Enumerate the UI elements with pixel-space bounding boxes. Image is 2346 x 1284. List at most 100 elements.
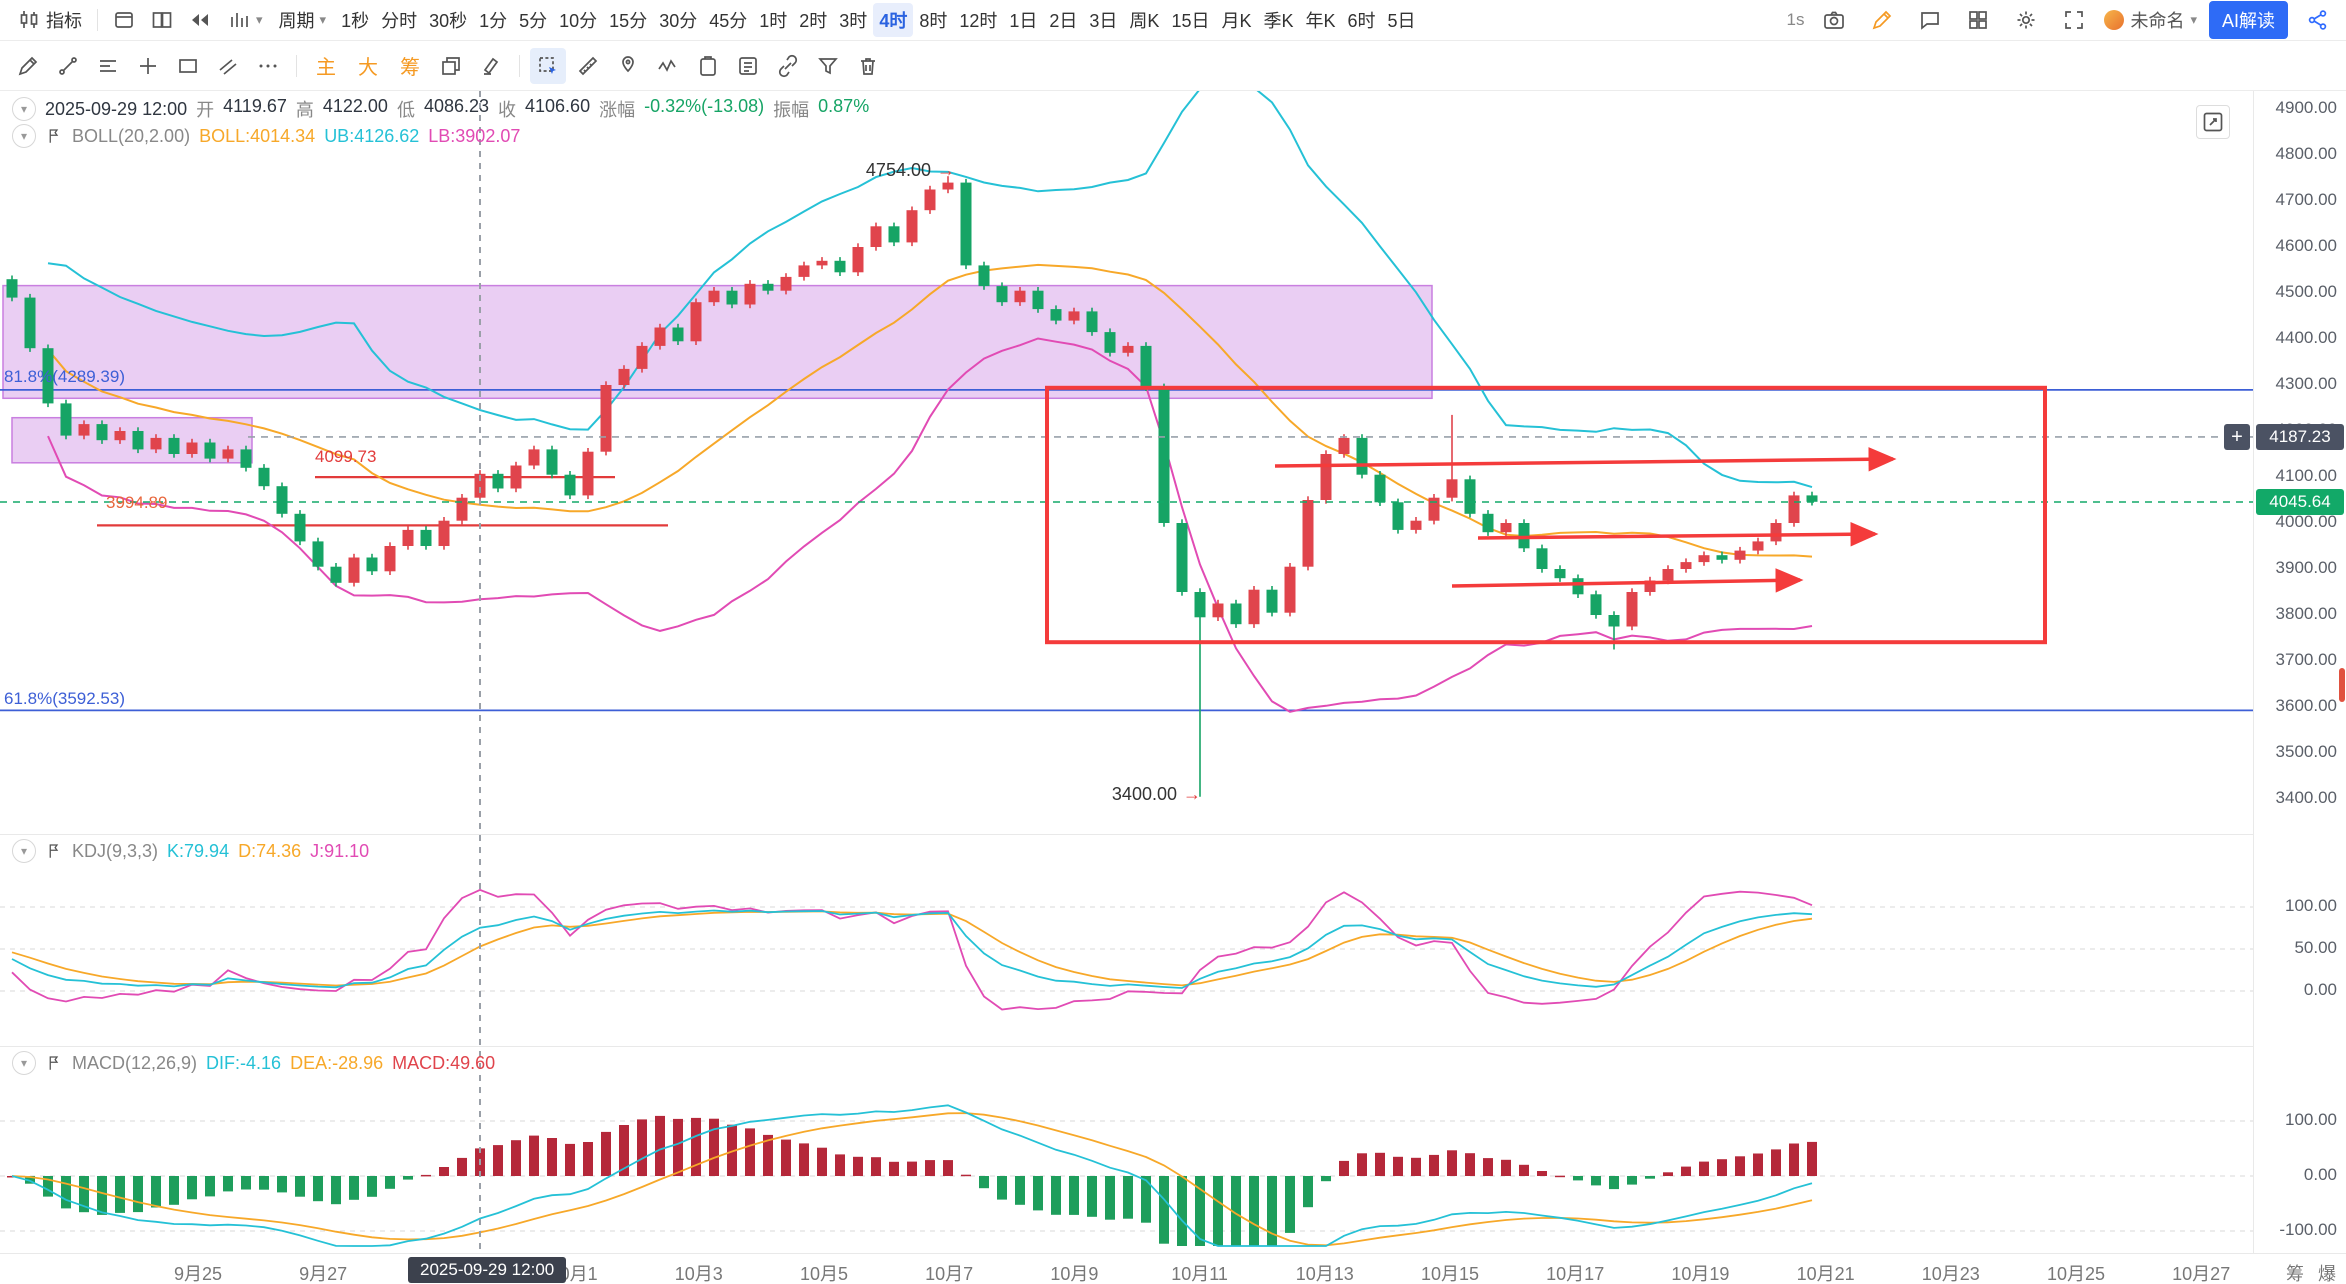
collapse-icon[interactable]: ▾ (12, 97, 36, 121)
timeframe-年K[interactable]: 年K (1300, 3, 1342, 37)
channel-tool[interactable] (210, 48, 246, 84)
add-alert-button[interactable]: + (2224, 424, 2250, 450)
rectangle-tool[interactable] (170, 48, 206, 84)
layout-multi-button[interactable] (144, 2, 180, 38)
collapse-icon[interactable]: ▾ (12, 124, 36, 148)
trash-icon (856, 54, 880, 78)
chip-toggle[interactable]: 筹 (2286, 1264, 2304, 1284)
time-axis[interactable]: 9月25 9月27 10月1 10月3 10月5 10月7 10月9 10月11 10月13 10… (0, 1253, 2346, 1284)
timeframe-1分[interactable]: 1分 (473, 3, 513, 37)
trendline-tool[interactable] (50, 48, 86, 84)
timeframe-30分[interactable]: 30分 (653, 3, 703, 37)
timeframe-周K[interactable]: 周K (1123, 3, 1165, 37)
select-box-icon (536, 54, 560, 78)
chip-distribution-toggle[interactable]: 筹 (391, 49, 429, 82)
timeframe-1秒[interactable]: 1秒 (335, 3, 375, 37)
share-button[interactable] (2300, 2, 2336, 38)
bottom-price-annotation[interactable]: 3400.00 → (1111, 784, 1201, 804)
cross-icon (136, 54, 160, 78)
more-tools-button[interactable] (250, 48, 286, 84)
timeframe-2日[interactable]: 2日 (1043, 3, 1083, 37)
horizontal-line-tool[interactable] (90, 48, 126, 84)
burst-toggle[interactable]: 爆 (2318, 1264, 2336, 1284)
timeframe-8时[interactable]: 8时 (913, 3, 953, 37)
settings-button[interactable] (2008, 2, 2044, 38)
timeframe-1日[interactable]: 1日 (1003, 3, 1043, 37)
grid-layout-button[interactable] (1960, 2, 1996, 38)
macd-name: MACD(12,26,9) (72, 1052, 198, 1073)
scrollbar-thumb[interactable] (2339, 668, 2345, 702)
overlay-compare-tool[interactable] (433, 48, 469, 84)
timeframe-1时[interactable]: 1时 (753, 3, 793, 37)
latency-label[interactable]: 1s (1786, 10, 1805, 29)
fib-618-label[interactable]: 61.8%(3592.53) (4, 689, 125, 708)
trendline-price-label-2[interactable]: 3994.89 (106, 493, 168, 512)
kdj-panel-svg[interactable] (0, 834, 2253, 1046)
macd-panel-svg[interactable] (0, 1046, 2253, 1253)
peak-price-annotation[interactable]: 4754.00 → (865, 160, 955, 180)
timeframe-季K[interactable]: 季K (1257, 3, 1299, 37)
divider (97, 9, 98, 31)
cross-line-tool[interactable] (130, 48, 166, 84)
time-axis-label: 9月25 (173, 1264, 223, 1284)
chart-area[interactable]: ▾ 2025-09-29 12:00 开 4119.67 高 4122.00 低 4086… (0, 91, 2346, 1253)
pin-tool[interactable] (610, 48, 646, 84)
timeframe-15日[interactable]: 15日 (1165, 3, 1215, 37)
chart-type-dropdown[interactable]: ▾ (220, 5, 270, 35)
main-chart-toggle[interactable]: 主 (307, 49, 345, 82)
highlighter-tool[interactable] (473, 48, 509, 84)
layout-single-button[interactable] (106, 2, 142, 38)
trendline-price-label-1[interactable]: 4099.73 (315, 447, 377, 466)
timeframe-5日[interactable]: 5日 (1382, 3, 1422, 37)
timeframe-45分[interactable]: 45分 (703, 3, 753, 37)
price-tick: 4000.00 (2275, 512, 2337, 531)
filter-tool[interactable] (810, 48, 846, 84)
timeframe-6时[interactable]: 6时 (1342, 3, 1382, 37)
fib-818-label[interactable]: 81.8%(4289.39) (4, 367, 125, 386)
pattern-tool[interactable] (650, 48, 686, 84)
kdj-tick: 0.00 (2303, 980, 2337, 999)
maximize-chart-button[interactable] (2196, 105, 2230, 139)
clipboard-tool[interactable] (690, 48, 726, 84)
time-axis-label: 10月11 (1171, 1264, 1228, 1284)
workspace-menu[interactable]: 未命名 ▾ (2104, 7, 2197, 33)
ai-analysis-button[interactable]: AI解读 (2208, 1, 2288, 39)
note-icon (736, 54, 760, 78)
timeframe-3日[interactable]: 3日 (1083, 3, 1123, 37)
grid-icon (1966, 8, 1990, 32)
select-tool[interactable] (530, 47, 566, 84)
arrow-right-icon: → (937, 160, 955, 180)
timeframe-分时[interactable]: 分时 (375, 3, 423, 37)
collapse-icon[interactable]: ▾ (12, 839, 36, 863)
link-tool[interactable] (770, 48, 806, 84)
timeframe-12时[interactable]: 12时 (953, 3, 1003, 37)
ruler-icon (576, 54, 600, 78)
collapse-icon[interactable]: ▾ (12, 1051, 36, 1075)
timeframe-2时[interactable]: 2时 (793, 3, 833, 37)
timeframe-5分[interactable]: 5分 (513, 3, 553, 37)
timeframe-3时[interactable]: 3时 (833, 3, 873, 37)
notes-tool[interactable] (730, 48, 766, 84)
comment-button[interactable] (1912, 2, 1948, 38)
large-view-toggle[interactable]: 大 (349, 49, 387, 82)
ellipsis-icon (256, 54, 280, 78)
edit-button[interactable] (1864, 2, 1900, 38)
timeframe-4时[interactable]: 4时 (873, 3, 914, 37)
period-dropdown[interactable]: 周期 ▾ (272, 4, 334, 36)
fullscreen-button[interactable] (2056, 2, 2092, 38)
indicator-button[interactable]: 指标 (10, 4, 89, 36)
timeframe-月K[interactable]: 月K (1215, 3, 1257, 37)
replay-button[interactable] (182, 2, 218, 38)
measure-tool[interactable] (570, 48, 606, 84)
maximize-icon (2201, 110, 2225, 134)
timeframe-10分[interactable]: 10分 (553, 3, 603, 37)
screenshot-button[interactable] (1816, 2, 1852, 38)
camera-icon (1822, 8, 1846, 32)
main-chart-svg[interactable] (0, 91, 2253, 834)
price-tick: 4700.00 (2275, 190, 2337, 209)
delete-tool[interactable] (850, 48, 886, 84)
draw-pencil-tool[interactable] (10, 48, 46, 84)
macd-dif-value: DIF:-4.16 (206, 1052, 282, 1073)
timeframe-15分[interactable]: 15分 (603, 3, 653, 37)
timeframe-30秒[interactable]: 30秒 (423, 3, 473, 37)
